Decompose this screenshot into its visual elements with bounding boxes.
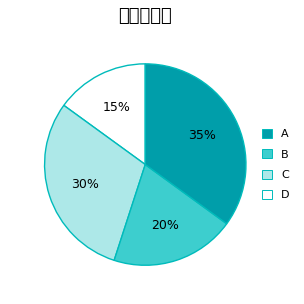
Legend: A, B, C, D: A, B, C, D: [262, 129, 289, 200]
Title: वितरण: वितरण: [118, 7, 172, 25]
Text: 15%: 15%: [102, 102, 130, 114]
Wedge shape: [114, 164, 227, 265]
Text: 35%: 35%: [188, 129, 216, 142]
Wedge shape: [45, 105, 145, 260]
Text: 20%: 20%: [151, 219, 179, 232]
Text: 30%: 30%: [71, 178, 99, 191]
Wedge shape: [145, 64, 246, 224]
Wedge shape: [64, 64, 145, 164]
